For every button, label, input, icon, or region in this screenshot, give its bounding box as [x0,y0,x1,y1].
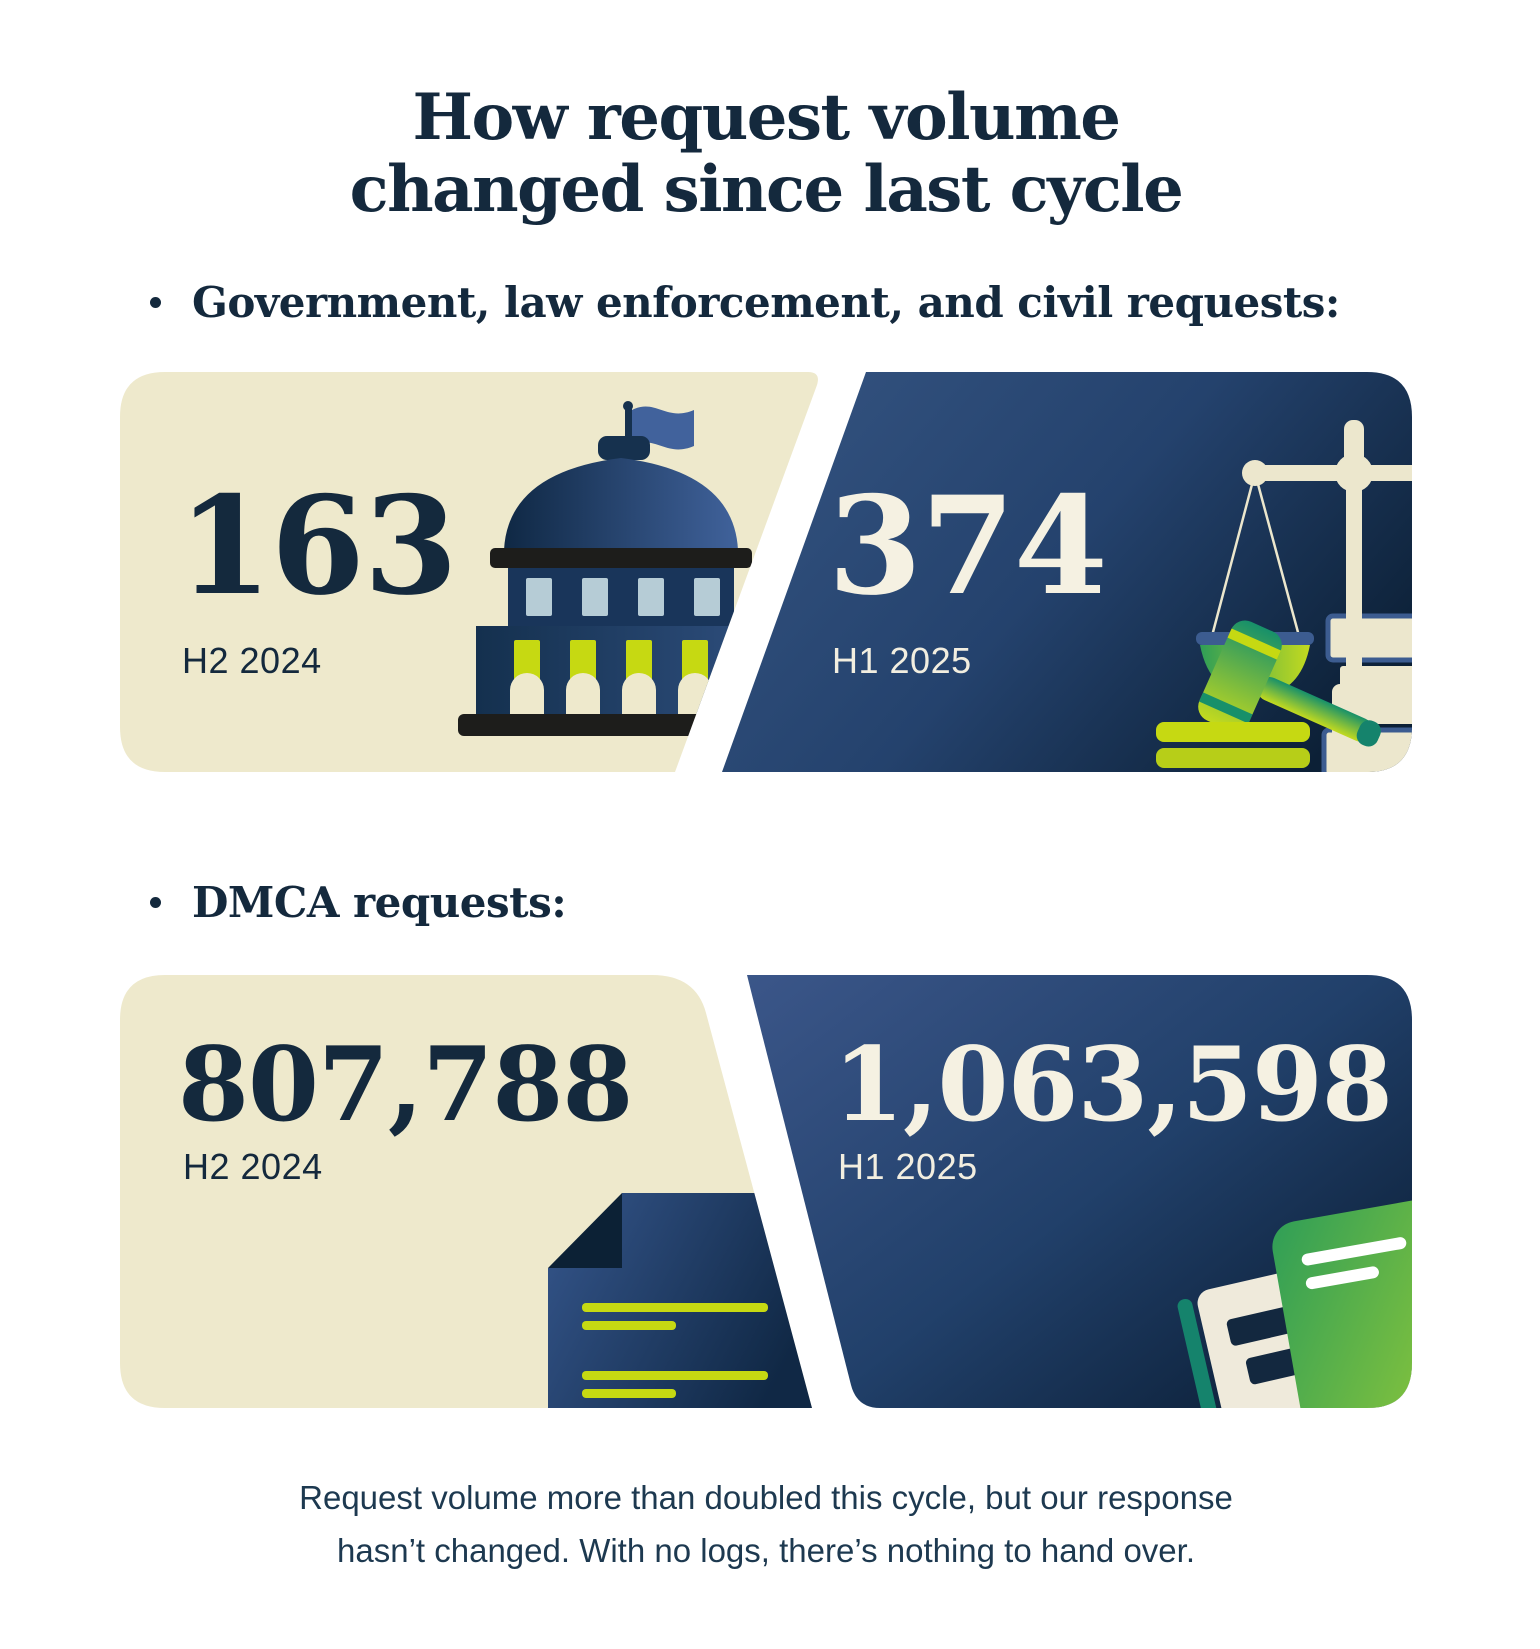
section-gov-requests-label: Government, law enforcement, and civil r… [192,277,1340,327]
page-title-line2: changed since last cycle [349,151,1184,227]
footer-line2: hasn’t changed. With no logs, there’s no… [337,1531,1195,1569]
dmca-h1-2025-period: H1 2025 [838,1146,978,1187]
justice-scales-gavel-icon [1156,420,1412,772]
document-icon [548,1193,812,1408]
gov-h2-2024-value: 163 [178,466,458,625]
dmca-h2-2024-value: 807,788 [178,1025,633,1145]
dmca-h1-2025-value: 1,063,598 [833,1025,1393,1145]
books-icon [1177,1186,1412,1408]
footer-caption: Request volume more than doubled this cy… [0,1472,1532,1578]
section-dmca-header: DMCA requests: [150,872,567,932]
dmca-h2-2024-period: H2 2024 [183,1146,323,1187]
gov-h1-2025-value: 374 [828,466,1108,625]
section-gov-requests-header: Government, law enforcement, and civil r… [150,272,1340,332]
page-title-line1: How request volume [412,80,1122,155]
bullet-icon [150,296,161,308]
page-title: How request volume changed since last cy… [0,82,1532,225]
dmca-comparison-cards [120,975,1412,1408]
footer-line1: Request volume more than doubled this cy… [299,1479,1233,1516]
bullet-icon [150,896,161,908]
gov-h2-2024-period: H2 2024 [182,640,322,681]
section-dmca-label: DMCA requests: [192,877,567,927]
gov-h1-2025-period: H1 2025 [832,640,972,681]
gov-requests-comparison-cards [120,372,1412,772]
